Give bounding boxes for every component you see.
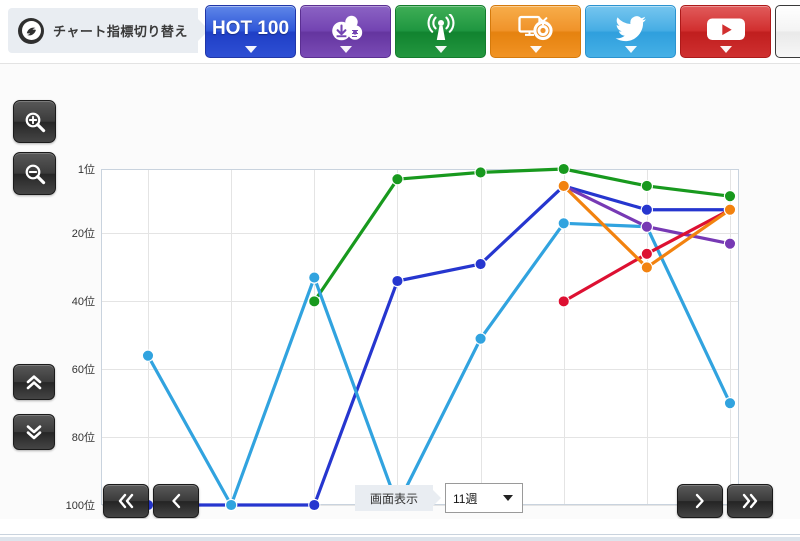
chevron-down-icon <box>434 46 447 53</box>
y-axis-labels: 1位 20位 40位 60位 80位 100位 <box>40 64 95 519</box>
series-point[interactable] <box>723 203 737 216</box>
double-chevron-up-icon <box>26 375 42 390</box>
scroll-up-button[interactable] <box>13 364 55 400</box>
series-line <box>312 167 732 303</box>
series-point[interactable] <box>640 220 654 233</box>
chevron-down-icon <box>244 46 257 53</box>
gridline-horizontal <box>102 233 738 235</box>
series-point[interactable] <box>391 173 404 186</box>
y-axis-tick-label: 40位 <box>71 296 95 309</box>
tab-youtube[interactable] <box>680 5 771 58</box>
weeks-range-value: 11週 <box>453 491 478 506</box>
prev-page-button[interactable] <box>153 484 199 518</box>
series-point[interactable] <box>557 295 570 308</box>
gridline-vertical <box>563 170 565 504</box>
first-page-button[interactable] <box>103 484 149 518</box>
chevron-left-icon <box>172 493 181 509</box>
zoom-in-icon <box>25 112 45 132</box>
tab-radio[interactable] <box>395 5 486 58</box>
metric-tab-list: HOT 100 <box>205 5 800 58</box>
tab-all[interactable]: ALL <box>775 5 800 58</box>
chevron-down-icon <box>529 46 542 53</box>
double-chevron-down-icon <box>26 425 42 440</box>
y-axis-tick-label: 60位 <box>71 364 95 377</box>
series-point[interactable] <box>723 397 737 410</box>
chart-series-series-orange <box>557 179 737 274</box>
chart-metric-toolbar: チャート指標切り替え HOT 100 <box>0 0 800 64</box>
tab-cd-sales[interactable] <box>490 5 581 58</box>
series-point[interactable] <box>557 162 570 176</box>
tab-download[interactable] <box>300 5 391 58</box>
chevron-down-icon <box>339 46 352 53</box>
series-line <box>146 184 732 507</box>
billboard-swirl-icon <box>18 17 44 44</box>
series-point[interactable] <box>640 261 654 274</box>
gridline-vertical <box>730 170 731 504</box>
gridline-horizontal <box>102 437 738 439</box>
last-page-button[interactable] <box>727 484 773 518</box>
y-axis-tick-label: 20位 <box>71 228 95 241</box>
gridline-horizontal <box>102 369 738 371</box>
weeks-range-select[interactable]: 11週 <box>445 483 523 513</box>
scroll-down-button[interactable] <box>13 414 55 450</box>
series-point[interactable] <box>141 349 155 362</box>
series-point[interactable] <box>308 498 321 512</box>
series-line <box>146 221 732 507</box>
next-page-button[interactable] <box>677 484 723 518</box>
twitter-bird-icon <box>615 15 647 43</box>
chevron-down-icon <box>624 46 637 53</box>
chevron-down-icon <box>503 495 513 501</box>
series-point[interactable] <box>640 203 654 216</box>
series-point[interactable] <box>308 295 321 308</box>
y-axis-tick-label: 1位 <box>77 164 95 176</box>
series-point[interactable] <box>557 217 570 230</box>
chart-series-series-green <box>308 162 737 308</box>
series-point[interactable] <box>723 190 737 203</box>
y-axis-tick-label: 80位 <box>71 432 95 445</box>
download-cd-icon <box>329 14 363 44</box>
zoom-in-button[interactable] <box>13 100 56 143</box>
series-point[interactable] <box>557 179 570 193</box>
series-point[interactable] <box>474 166 487 179</box>
gridline-vertical <box>397 170 399 504</box>
series-point[interactable] <box>391 274 404 288</box>
gridline-vertical <box>314 170 316 504</box>
display-range-label-pill: 画面表示 <box>355 485 441 511</box>
display-range-label: 画面表示 <box>369 491 418 506</box>
zoom-out-button[interactable] <box>13 152 56 195</box>
series-point[interactable] <box>224 498 238 512</box>
bottom-divider-secondary <box>0 537 800 541</box>
youtube-play-icon <box>706 16 746 43</box>
tab-hot100-label: HOT 100 <box>211 17 290 39</box>
radio-broadcast-icon <box>426 14 456 44</box>
metric-switcher-label-pill: チャート指標切り替え <box>8 8 209 53</box>
chart-series-layer <box>141 162 737 512</box>
gridline-vertical <box>148 170 149 504</box>
series-point[interactable] <box>640 247 654 260</box>
gridline-vertical <box>646 170 648 504</box>
zoom-out-icon <box>25 164 45 184</box>
chart-series-series-red <box>557 203 737 308</box>
chevron-down-icon <box>719 46 732 53</box>
gridline-horizontal <box>102 301 738 303</box>
series-point[interactable] <box>474 257 487 271</box>
tab-twitter[interactable] <box>585 5 676 58</box>
bottom-strip <box>0 519 800 541</box>
series-point[interactable] <box>723 237 737 250</box>
bottom-divider <box>0 534 800 535</box>
pc-cd-icon <box>517 15 554 43</box>
series-point[interactable] <box>474 332 487 345</box>
double-chevron-left-icon <box>118 493 134 509</box>
y-axis-tick-label: 100位 <box>65 500 95 512</box>
double-chevron-right-icon <box>742 493 758 509</box>
series-point[interactable] <box>640 179 654 193</box>
chevron-right-icon <box>695 493 704 509</box>
gridline-vertical <box>231 170 233 504</box>
series-point[interactable] <box>308 271 321 284</box>
metric-switcher-label: チャート指標切り替え <box>53 24 188 39</box>
tab-hot100[interactable]: HOT 100 <box>205 5 296 58</box>
